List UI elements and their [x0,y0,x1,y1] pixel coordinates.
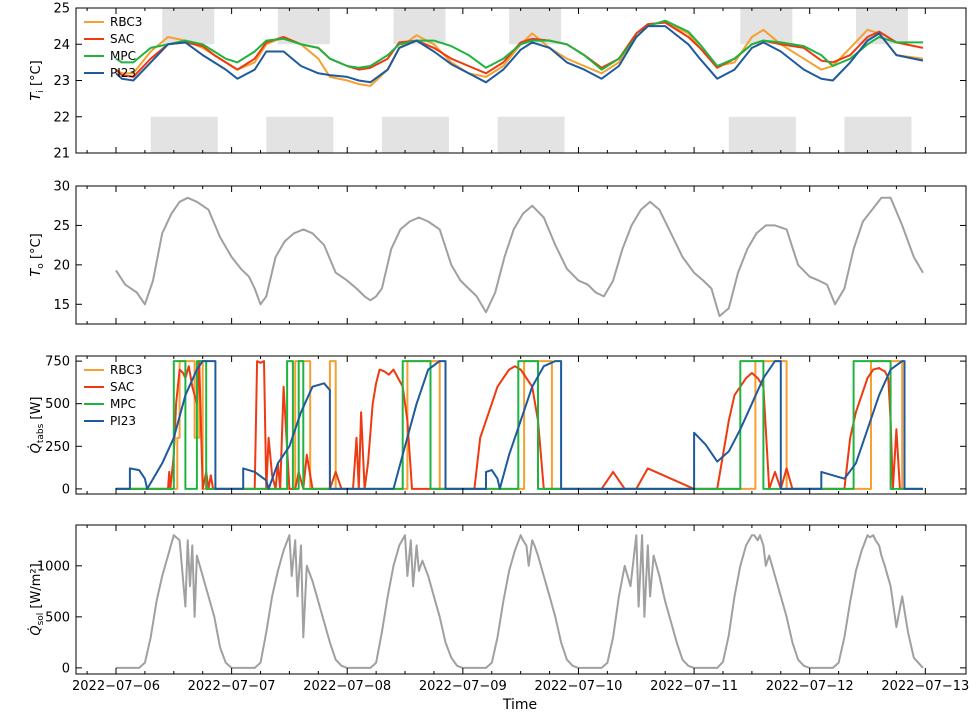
y-tick-label: 250 [45,440,70,455]
y-tick-label: 24 [53,38,70,53]
series-line-rbc3 [116,360,923,490]
y-tick-label: 20 [53,258,70,273]
y-tick-label: 23 [53,74,70,89]
comfort-band-lower [497,116,565,153]
x-tick-label: 2022−07−13 [881,679,969,694]
legend-label: PI23 [110,414,136,428]
series-line-main [116,534,924,669]
y-axis-label: Q̇sol [W/m²] [29,563,46,635]
panel-1: 21 22 23 24 25 Ti [°C] RBC3 SAC MPC PI23 [29,2,967,162]
comfort-band-upper [393,8,446,45]
y-axis-label: To [°C] [29,233,46,276]
legend-label: RBC3 [110,363,142,377]
legend-label: RBC3 [110,15,142,29]
comfort-band-upper [740,8,793,45]
series-line-mpc [116,360,923,490]
comfort-band-lower [381,116,449,153]
series-line-pi23 [116,360,923,490]
x-tick-label: 2022−07−12 [766,679,854,694]
y-tick-label: 15 [53,298,70,313]
y-tick-label: 25 [53,2,70,17]
x-tick-label: 2022−07−09 [419,679,507,694]
plot-frame [75,355,967,495]
x-tick-label: 2022−07−08 [303,679,391,694]
x-tick-label: 2022−07−06 [72,679,160,694]
legend-label: MPC [110,397,136,411]
panel-2: 15 20 25 30 To [°C] [29,180,967,325]
y-tick-label: 750 [45,355,70,370]
y-tick-label: 0 [62,482,70,497]
x-tick-label: 2022−07−11 [650,679,738,694]
y-tick-label: 0 [62,661,70,676]
plot-frame [75,185,967,325]
panel-3: 0 250 500 750 Q̇tabs [W] RBC3 SAC MPC PI23 [29,355,967,497]
series-line-mpc [115,19,923,71]
series-line-pi23 [115,25,924,84]
comfort-band-lower [728,116,796,153]
y-tick-label: 1000 [37,559,70,574]
legend-label: SAC [110,380,134,394]
x-tick-label: 2022−07−10 [534,679,622,694]
comfort-band-lower [844,116,912,153]
y-tick-label: 22 [53,110,70,125]
comfort-band-lower [150,116,218,153]
y-tick-label: 30 [53,180,70,195]
y-tick-label: 500 [45,397,70,412]
series-line-main [115,196,924,318]
y-axis-label: Q̇tabs [W] [29,397,46,454]
comfort-band-upper [162,8,215,45]
legend-label: SAC [110,32,134,46]
y-tick-label: 500 [45,610,70,625]
legend-label: MPC [110,49,136,63]
y-axis-label: Ti [°C] [29,60,46,100]
y-tick-label: 21 [53,147,70,162]
comfort-band-lower [266,116,334,153]
x-tick-label: 2022−07−07 [188,679,276,694]
x-axis-label: Time [502,697,537,713]
legend-label: PI23 [110,66,136,80]
y-tick-label: 25 [53,219,70,234]
series-line-sac [116,360,903,490]
